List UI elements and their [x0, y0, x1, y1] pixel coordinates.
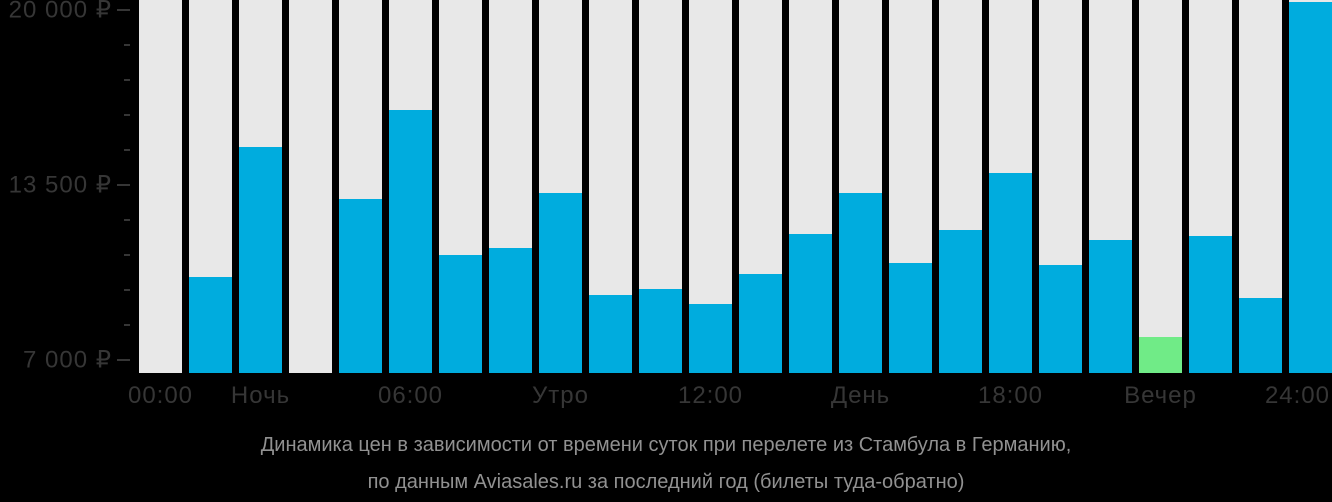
bar-column[interactable]: [539, 0, 582, 373]
bar-column[interactable]: [839, 0, 882, 373]
bar: [739, 273, 782, 373]
y-axis-minor-tick: [124, 149, 130, 151]
bar: [339, 198, 382, 373]
bar-column[interactable]: [1139, 0, 1182, 373]
bar-lowest-price: [1139, 337, 1182, 373]
bar-column[interactable]: [989, 0, 1032, 373]
bar-column[interactable]: [739, 0, 782, 373]
bar: [1189, 236, 1232, 373]
bar: [689, 303, 732, 373]
bar-column[interactable]: [489, 0, 532, 373]
bar: [439, 255, 482, 373]
bar-column[interactable]: [1189, 0, 1232, 373]
y-axis-minor-tick: [124, 44, 130, 46]
y-axis-tick-label: 13 500 ₽: [8, 171, 112, 199]
bar: [889, 263, 932, 373]
y-axis-major-tick: [117, 9, 130, 11]
chart-plot-area: 20 000 ₽ 13 500 ₽ 7 000 ₽: [8, 0, 1332, 374]
bar: [489, 248, 532, 373]
bar: [389, 109, 432, 373]
caption-line-2: по данным Aviasales.ru за последний год …: [367, 471, 965, 493]
bar-column[interactable]: [789, 0, 832, 373]
bar: [939, 229, 982, 373]
x-axis-label: 18:00: [977, 382, 1044, 409]
bar-column[interactable]: [939, 0, 982, 373]
bar: [1039, 264, 1082, 373]
y-axis-minor-tick: [124, 324, 130, 327]
bar-column[interactable]: [1289, 0, 1332, 373]
x-axis-label: Вечер: [1124, 382, 1197, 409]
caption-line-1: Динамика цен в зависимости от времени су…: [260, 434, 1072, 456]
bar-column[interactable]: [339, 0, 382, 373]
y-axis-tick-label: 7 000 ₽: [23, 346, 112, 374]
bar-column[interactable]: [639, 0, 682, 373]
y-axis-tick-label: 20 000 ₽: [8, 0, 112, 24]
bar-column[interactable]: [289, 0, 332, 373]
bar-column[interactable]: [689, 0, 732, 373]
x-axis-label: 12:00: [677, 382, 744, 409]
bar-column[interactable]: [1239, 0, 1282, 373]
y-axis-major-tick: [117, 184, 130, 186]
bar-column[interactable]: [439, 0, 482, 373]
y-axis-minor-tick: [124, 114, 130, 116]
x-axis-label: 00:00: [127, 382, 194, 409]
chart-caption: Динамика цен в зависимости от времени су…: [0, 433, 1332, 494]
bar: [189, 276, 232, 373]
bar-column[interactable]: [239, 0, 282, 373]
bar: [589, 295, 632, 373]
bar-column[interactable]: [1039, 0, 1082, 373]
bar: [1089, 240, 1132, 373]
y-axis-major-tick: [117, 359, 130, 362]
y-axis-minor-tick: [124, 219, 130, 221]
x-axis-label: 24:00: [1264, 382, 1330, 409]
x-axis-label: День: [830, 382, 891, 409]
bar-column[interactable]: [1089, 0, 1132, 373]
bar-column[interactable]: [389, 0, 432, 373]
y-axis-minor-tick: [124, 79, 130, 81]
bar-column[interactable]: [189, 0, 232, 373]
bar: [239, 147, 282, 373]
x-axis-label: Утро: [532, 382, 589, 409]
bar: [1289, 1, 1332, 373]
bar: [989, 172, 1032, 373]
x-axis-label: 06:00: [377, 382, 444, 409]
bar-column[interactable]: [889, 0, 932, 373]
bar: [1239, 298, 1282, 373]
bar: [789, 233, 832, 373]
bar-column[interactable]: [139, 0, 182, 373]
x-axis-label: Ночь: [230, 382, 291, 409]
bar: [839, 193, 882, 373]
y-axis-minor-tick: [124, 254, 130, 256]
y-axis-minor-tick: [124, 289, 130, 292]
bar-column[interactable]: [589, 0, 632, 373]
bar: [639, 288, 682, 373]
bar: [539, 193, 582, 373]
